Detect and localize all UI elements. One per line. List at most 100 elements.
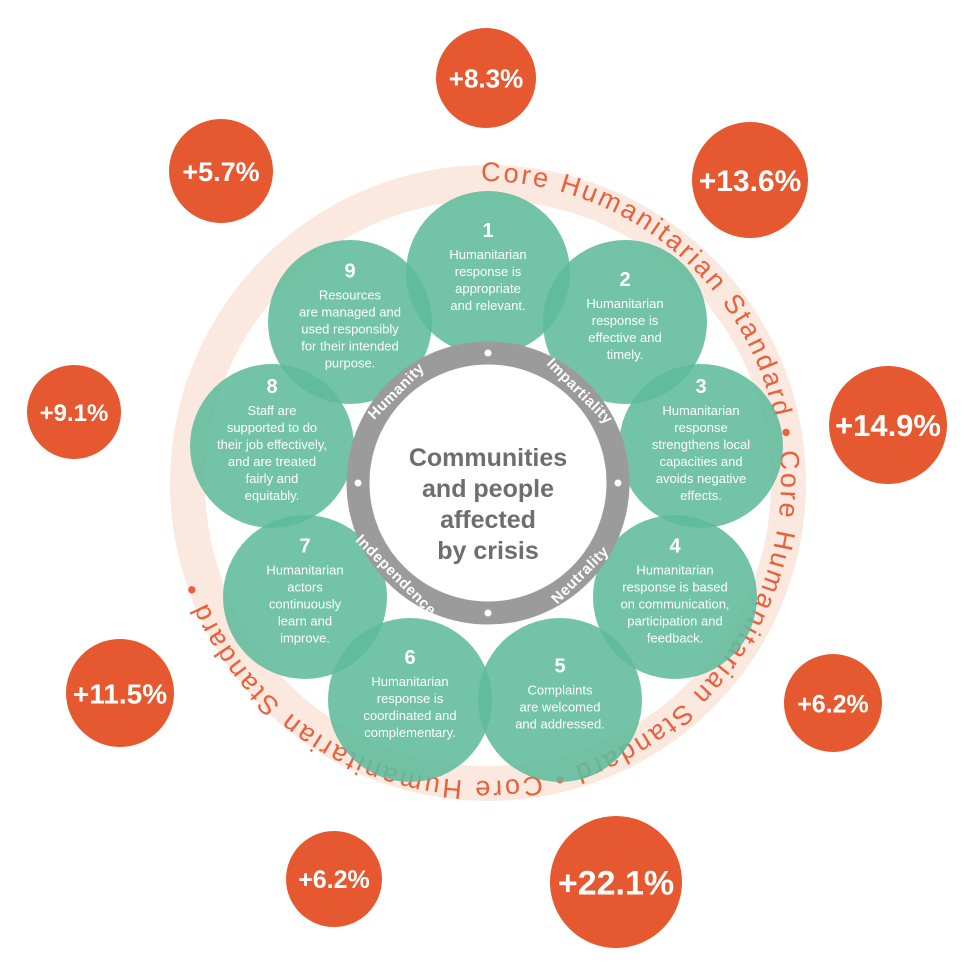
center-line-4: by crisis [437, 537, 538, 565]
commitment-text-line: and relevant. [450, 298, 525, 313]
commitment-text-line: supported to do [227, 420, 317, 435]
center-label: Communities and people affected by crisi… [409, 444, 567, 565]
percentage-disc [27, 365, 121, 459]
commitment-text-line: actors [287, 580, 323, 595]
percentage-disc [550, 816, 682, 948]
commitment-text-line: response [674, 420, 727, 435]
commitment-text-line: their job effectively, [217, 437, 327, 452]
percentage-value: +5.7% [182, 157, 259, 187]
commitment-text-line: Humanitarian [636, 563, 713, 578]
commitment-text-line: response is based [622, 580, 728, 595]
commitment-text-line: on communication, [620, 597, 729, 612]
percentage-circle: +6.2% [286, 831, 382, 927]
center-disc [370, 365, 606, 601]
commitment-text-line: and are treated [228, 454, 316, 469]
percentage-disc [692, 122, 808, 238]
commitment-number: 4 [669, 536, 681, 558]
commitment-number: 9 [344, 261, 355, 283]
percentage-circle: +11.5% [66, 639, 174, 747]
petal-circle [190, 364, 354, 528]
percentage-circle: +22.1% [550, 816, 682, 948]
petal-circle [406, 191, 570, 355]
percentage-circle: +5.7% [169, 119, 273, 223]
commitment-text-line: equitably. [245, 488, 300, 503]
commitment-9: 9 Resources are managed and used responsibl… [299, 261, 401, 371]
commitment-text-line: purpose. [325, 356, 376, 371]
commitment-number: 3 [695, 376, 706, 398]
center-line-1: Communities [409, 444, 567, 472]
commitment-text-line: response is [377, 691, 444, 706]
commitment-number: 8 [266, 376, 277, 398]
percentage-value: +6.2% [298, 866, 370, 894]
percentage-value: +11.5% [73, 678, 167, 709]
commitment-3: 3 Humanitarian response strengthens local ca… [652, 376, 750, 503]
commitment-text-line: used responsibly [301, 322, 399, 337]
commitment-2: 2 Humanitarian response is effective and tim… [586, 269, 663, 362]
commitment-text-line: improve. [280, 631, 330, 646]
commitment-number: 1 [482, 220, 493, 242]
percentage-value: +9.1% [40, 400, 109, 427]
commitment-petals: 1 Humanitarian response is appropriate and r… [190, 191, 783, 782]
petal-circle [223, 515, 387, 679]
commitment-text-line: Humanitarian [371, 674, 448, 689]
commitment-text-line: Complaints [527, 683, 593, 698]
percentage-value: +13.6% [699, 165, 802, 198]
percentage-disc [829, 366, 947, 484]
percentage-value: +6.2% [797, 690, 869, 718]
commitment-text-line: learn and [278, 614, 332, 629]
petal-circle [328, 618, 492, 782]
principle-separator-dot [484, 349, 492, 357]
commitment-text-line: continuously [269, 597, 342, 612]
percentage-value: +14.9% [835, 408, 941, 443]
commitment-text-line: feedback. [647, 631, 703, 646]
percentage-disc [66, 639, 174, 747]
commitment-number: 7 [299, 536, 310, 558]
commitment-text-line: Staff are [248, 403, 297, 418]
commitment-text-line: timely. [607, 347, 644, 362]
commitment-number: 5 [554, 656, 565, 678]
percentage-disc [169, 119, 273, 223]
petal-circle [543, 240, 707, 404]
center-line-3: affected [440, 506, 536, 534]
commitment-8: 8 Staff are supported to do their job effec… [217, 376, 327, 503]
commitment-text-line: Humanitarian [586, 296, 663, 311]
commitment-text-line: effective and [588, 330, 661, 345]
commitment-number: 6 [404, 647, 415, 669]
commitment-text-line: Humanitarian [449, 247, 526, 262]
commitment-text-line: response is [592, 313, 659, 328]
commitment-text-line: for their intended [301, 339, 399, 354]
commitment-text-line: are welcomed [520, 700, 601, 715]
commitment-4: 4 Humanitarian response is based on communi… [620, 536, 729, 646]
commitment-text-line: complementary. [364, 725, 456, 740]
commitment-text-line: Humanitarian [266, 563, 343, 578]
percentage-disc [784, 654, 882, 752]
commitment-text-line: coordinated and [363, 708, 456, 723]
petal-circle [478, 618, 642, 782]
percentage-value: +8.3% [449, 64, 523, 94]
commitment-number: 2 [619, 269, 630, 291]
principle-separator-dot [614, 479, 622, 487]
percentage-circle: +8.3% [436, 28, 536, 128]
commitment-7: 7 Humanitarian actors continuously learn and… [266, 536, 343, 646]
commitment-5: 5 Complaints are welcomed and addressed. [515, 656, 605, 732]
percentage-circle: +9.1% [27, 365, 121, 459]
petal-circle [593, 515, 757, 679]
percentage-circle: +13.6% [692, 122, 808, 238]
commitment-text-line: and addressed. [515, 717, 605, 732]
commitment-text-line: capacities and [659, 454, 742, 469]
percentage-disc [286, 831, 382, 927]
commitment-text-line: appropriate [455, 281, 521, 296]
commitment-text-line: Resources [319, 288, 382, 303]
principle-separator-dot [354, 479, 362, 487]
percentage-circle: +14.9% [829, 366, 947, 484]
commitment-text-line: response is [455, 264, 522, 279]
commitment-text-line: fairly and [246, 471, 299, 486]
principle-separator-dot [484, 609, 492, 617]
percentage-disc [436, 28, 536, 128]
commitment-text-line: Humanitarian [662, 403, 739, 418]
petal-circle [619, 364, 783, 528]
percentage-circle: +6.2% [784, 654, 882, 752]
percentage-circles: +8.3% +13.6% +14.9% +6.2% +22.1% +6.2% +11.5% +… [27, 28, 947, 948]
center-line-2: and people [422, 475, 554, 503]
